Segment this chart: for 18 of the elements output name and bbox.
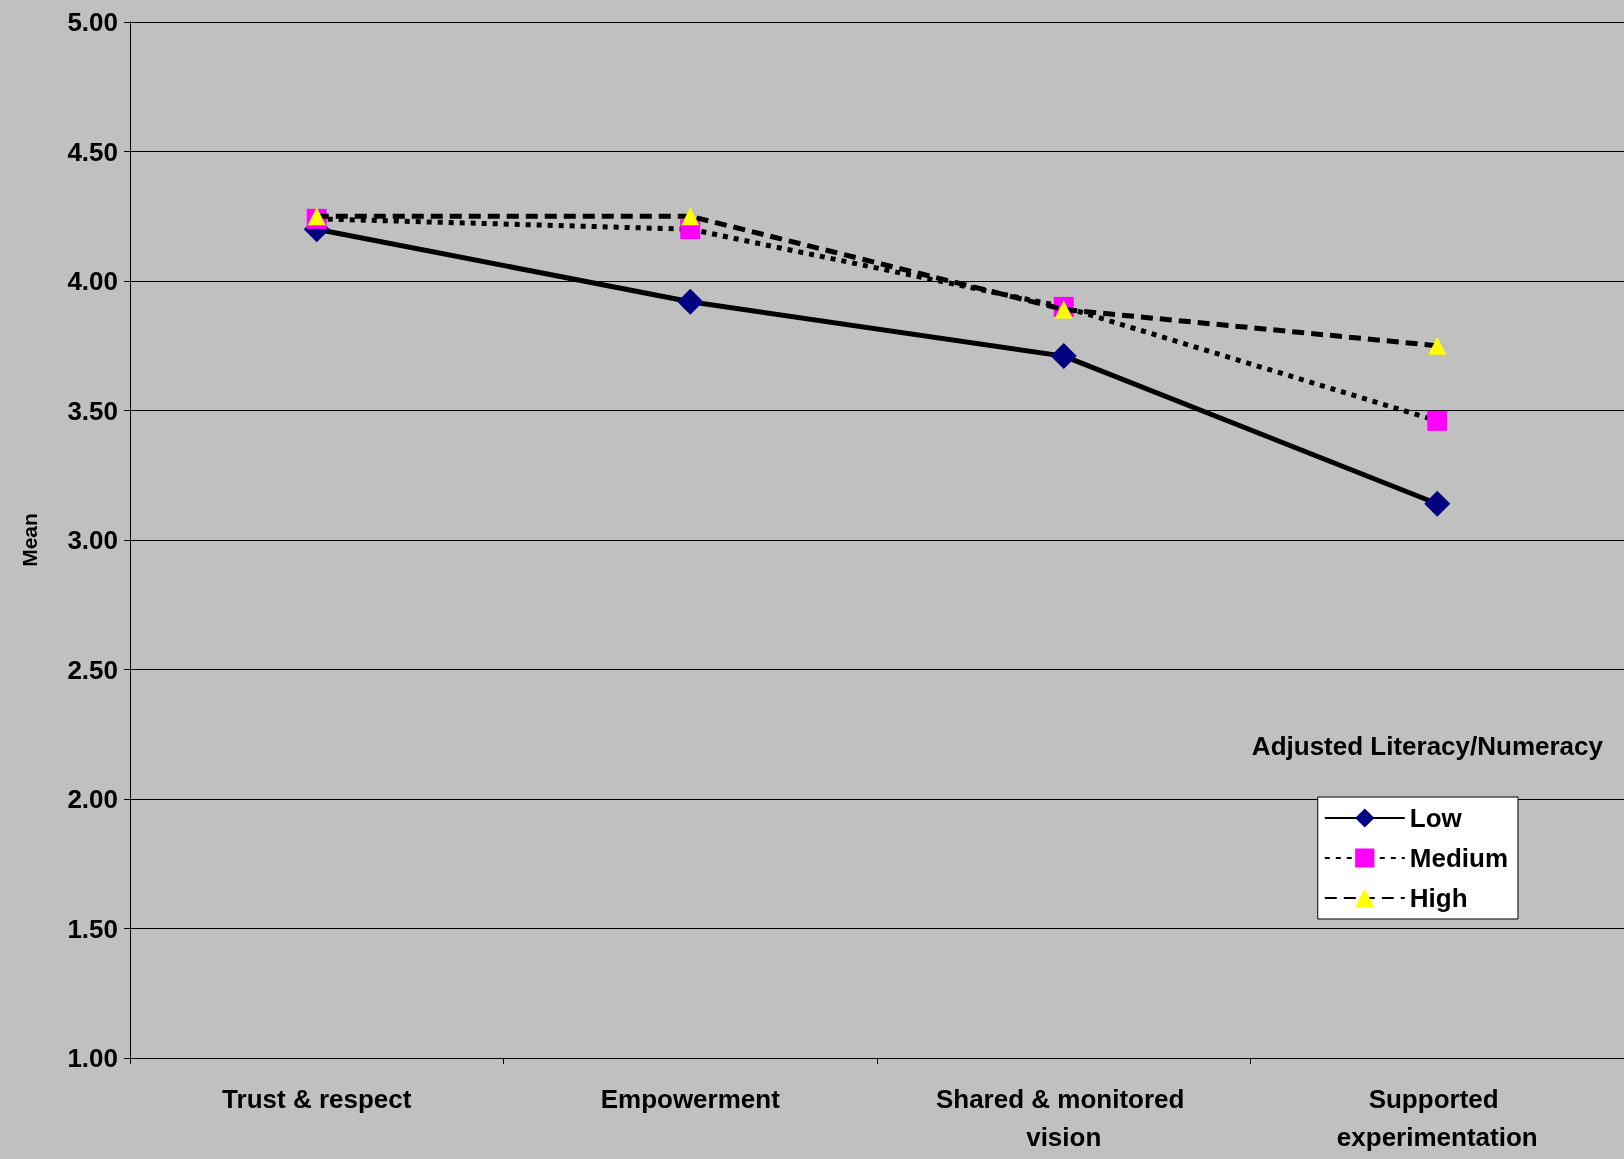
y-tick-label: 1.00 [67, 1043, 118, 1073]
y-tick-label: 4.00 [67, 266, 118, 296]
x-tick-label: Supported experimentation [1336, 1084, 1538, 1152]
y-tick-label: 2.50 [67, 654, 118, 685]
y-tick-label: 3.00 [67, 525, 118, 555]
legend-title: Adjusted Literacy/Numeracy [1251, 731, 1604, 761]
y-tick-label: 3.50 [67, 395, 118, 426]
x-tick-label: Trust & respect [222, 1084, 412, 1114]
y-axis-title: Mean [18, 513, 41, 567]
y-tick-label: 2.00 [67, 784, 118, 814]
x-tick-label: Shared & monitored vision [935, 1084, 1192, 1152]
legend-label: Low [1409, 803, 1463, 833]
y-tick-label: 1.50 [67, 913, 118, 944]
y-tick-label: 5.00 [67, 7, 118, 37]
legend-label: Medium [1409, 843, 1509, 873]
y-tick-label: 4.50 [67, 136, 118, 167]
legend-label: High [1409, 883, 1468, 913]
x-tick-label: Empowerment [600, 1084, 781, 1114]
